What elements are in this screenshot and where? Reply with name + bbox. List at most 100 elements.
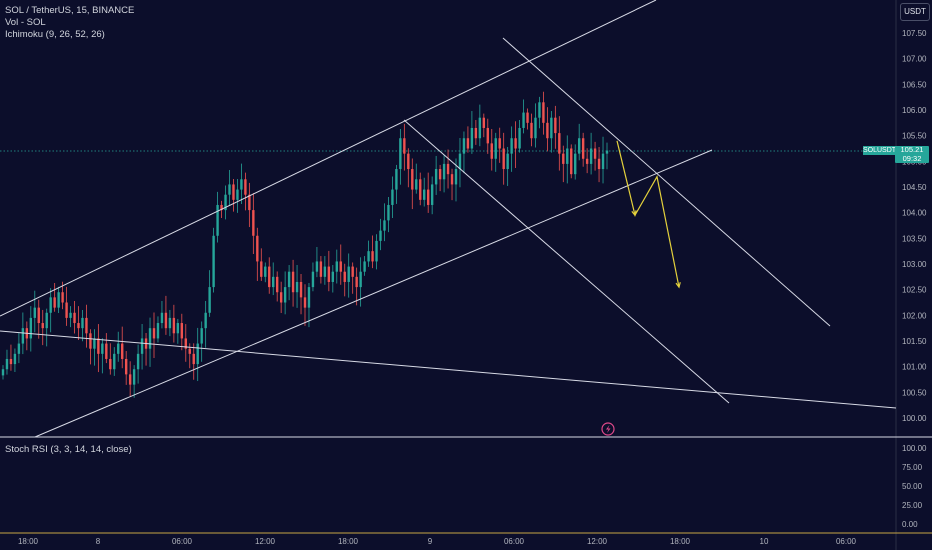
candle [367,240,370,267]
time-tick-label: 18:00 [338,537,359,546]
candle [224,185,227,220]
candle [109,343,112,375]
candle [45,308,48,347]
candle [574,144,577,180]
candle [554,105,557,149]
candle [295,265,299,308]
candle [375,234,378,270]
candle [450,168,454,201]
candle [550,111,553,153]
candle [601,136,605,184]
candle [77,306,80,340]
candle [29,306,33,352]
projection-path[interactable] [616,140,680,288]
time-axis[interactable]: 18:00 8 06:00 12:00 18:00 9 06:00 12:00 18:00 10 0… [18,537,857,546]
candle [542,91,545,135]
candle [152,312,156,358]
candle [279,281,283,314]
candle [458,137,462,188]
candle [132,365,136,398]
candle [17,333,21,364]
candle [581,132,585,167]
candle-series [1,91,609,398]
candle [514,121,517,169]
candle [442,154,446,193]
candle [156,316,160,343]
price-tick-label: 107.50 [902,29,927,38]
ichimoku-label: Ichimoku (9, 26, 52, 26) [5,29,105,40]
stoch-tick-label: 100.00 [902,444,927,453]
candle [105,333,108,364]
candle [228,170,231,206]
candle [518,120,521,153]
candle [252,193,255,254]
candle [359,257,362,307]
currency-button[interactable]: USDT [900,3,930,21]
candle [510,126,513,172]
time-tick-label: 12:00 [255,537,276,546]
candle [486,118,489,154]
candle [117,331,120,362]
candle [351,262,354,294]
candle [41,309,44,346]
channel-upper-line[interactable] [0,0,657,317]
candle [101,338,104,374]
candle [411,158,414,210]
symbol-badge: SOLUSDT [863,146,897,155]
candle [434,155,438,195]
candle [498,127,501,163]
stoch-axis[interactable]: 100.00 75.00 50.00 25.00 0.00 [902,444,927,529]
descending-line-long[interactable] [0,330,897,409]
candle [395,164,398,204]
candle [13,348,17,373]
price-tick-label: 106.50 [902,80,927,89]
channel-lower-line[interactable] [34,149,713,438]
candle [327,250,331,292]
candle [192,343,195,380]
candle [57,286,60,314]
candle [589,132,593,175]
candle [605,142,609,170]
candle [335,249,338,284]
candle [256,227,259,281]
candle [502,132,505,185]
drawings-layer[interactable] [0,0,897,438]
candle [331,265,335,293]
price-tick-label: 104.50 [902,183,927,192]
candle [25,321,29,351]
price-tick-label: 102.50 [902,286,927,295]
candle [526,108,529,130]
candle [240,163,243,204]
projection-arrowhead [675,282,681,289]
candle [407,148,410,188]
candle [438,164,442,192]
stoch-rsi-label: Stoch RSI (3, 3, 14, 14, close) [5,444,132,455]
candle [283,271,287,315]
candle [558,116,561,171]
candle [291,259,295,307]
candle [430,176,434,215]
descending-channel-lower[interactable] [403,119,730,404]
candle [93,329,96,366]
candle [566,135,569,184]
candle [423,177,426,207]
candle [65,286,68,326]
candle [275,271,279,302]
candle [168,309,172,337]
candle [311,262,315,292]
candle [303,284,307,326]
stoch-tick-label: 0.00 [902,520,918,529]
candle [474,120,478,145]
candle [200,321,203,362]
candle [363,256,366,276]
price-axis[interactable]: 107.50107.00106.50106.00105.50105.00104.… [902,29,927,423]
descending-channel-upper[interactable] [502,37,831,327]
lightning-icon[interactable] [601,422,615,436]
candle [562,145,565,183]
candle [69,306,72,328]
candle [371,235,374,269]
candle [470,111,474,154]
candle [208,270,211,317]
volume-label: Vol - SOL [5,17,46,28]
